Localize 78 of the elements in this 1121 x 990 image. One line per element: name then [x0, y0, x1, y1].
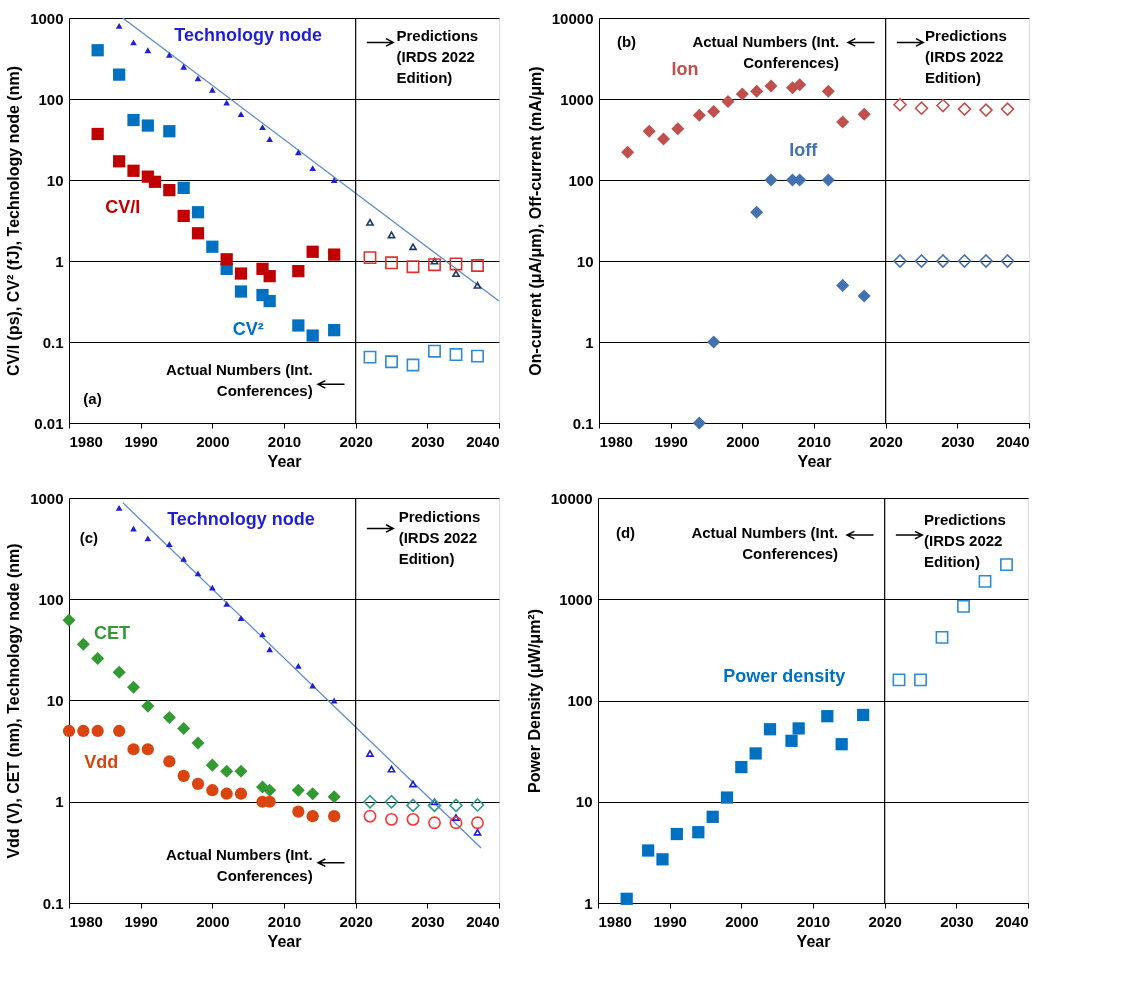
y-tick-label: 1 [55, 252, 64, 270]
y-tick-label: 0.1 [572, 414, 594, 432]
y-axis-title: Power Density (μW/μm²) [525, 608, 543, 794]
series-label: Ion [671, 58, 699, 79]
annotation: Predictions (IRDS 2022 Edition) [925, 26, 1007, 86]
series-label: Vdd [84, 752, 119, 773]
x-tick-label: 2030 [940, 912, 974, 930]
y-axis-title: Vdd (V), CET (nm), Technology node (nm) [5, 543, 23, 859]
series-label: Technology node [167, 509, 315, 530]
annotation: Actual Numbers (Int. Conferences) [165, 845, 313, 884]
x-tick-label: 2020 [868, 912, 902, 930]
x-tick-label: 1990 [124, 912, 158, 930]
y-tick-label: 1 [55, 793, 64, 811]
y-tick-label: 10 [46, 692, 64, 709]
x-tick-label: 2010 [796, 912, 831, 930]
y-tick-label: 1000 [30, 9, 64, 27]
y-tick-label: 100 [568, 171, 594, 189]
y-tick-label: 0.1 [42, 333, 64, 351]
annotation: (b) [616, 33, 637, 51]
x-tick-label: 2020 [339, 912, 373, 930]
x-tick-label: 1980 [69, 912, 103, 930]
y-tick-label: 100 [567, 692, 593, 709]
x-tick-label: 1980 [69, 432, 103, 450]
x-tick-label: 2010 [797, 432, 832, 450]
x-tick-label: 1990 [654, 432, 688, 450]
annotation: Actual Numbers (Int. Conferences) [691, 524, 839, 563]
x-tick-label: 2000 [196, 432, 230, 450]
x-axis-title: Year [267, 932, 302, 950]
x-tick-label: 2030 [411, 912, 445, 930]
x-tick-label: 2010 [267, 912, 302, 930]
x-tick-label: 2040 [466, 912, 500, 930]
x-tick-label: 2000 [196, 912, 230, 930]
y-tick-label: 1000 [559, 590, 593, 608]
x-axis-title: Year [267, 452, 302, 470]
series-label: Ioff [789, 139, 819, 160]
y-axis-title: CV/I (ps), CV² (fJ), Technology node (nm) [5, 66, 23, 376]
y-tick-label: 1000 [560, 90, 594, 108]
x-tick-label: 1980 [598, 912, 632, 930]
x-tick-label: 1990 [653, 912, 687, 930]
annotation: Predictions (IRDS 2022 Edition) [396, 26, 479, 86]
x-tick-label: 2030 [411, 432, 445, 450]
annotation: (c) [79, 529, 99, 547]
y-tick-label: 10000 [550, 489, 593, 507]
series-label: Power density [723, 666, 846, 687]
x-tick-label: 2010 [267, 432, 302, 450]
series-label: CV/I [105, 197, 141, 218]
y-tick-label: 10 [46, 171, 64, 189]
annotation: (a) [83, 389, 102, 407]
x-tick-label: 2030 [941, 432, 975, 450]
y-tick-label: 10 [575, 793, 593, 811]
x-tick-label: 1990 [124, 432, 158, 450]
y-tick-label: 1 [585, 333, 594, 351]
x-tick-label: 2000 [726, 432, 760, 450]
series-label: CET [94, 623, 130, 644]
y-tick-label: 1000 [30, 489, 64, 507]
annotation: Predictions (IRDS 2022 Edition) [398, 507, 481, 567]
x-axis-title: Year [797, 452, 832, 470]
y-tick-label: 0.01 [34, 414, 64, 432]
annotation: Actual Numbers (Int. Conferences) [165, 361, 313, 400]
x-tick-label: 2040 [995, 912, 1029, 930]
x-tick-label: 2040 [466, 432, 500, 450]
x-tick-label: 2000 [725, 912, 759, 930]
y-tick-label: 10000 [551, 9, 594, 27]
x-axis-title: Year [796, 932, 831, 950]
y-tick-label: 1 [584, 894, 593, 912]
x-tick-label: 2020 [339, 432, 373, 450]
x-tick-label: 2040 [996, 432, 1030, 450]
annotation: Predictions (IRDS 2022 Edition) [924, 511, 1006, 571]
y-axis-title: On-current (μA/μm), Off-current (mA/μm) [526, 66, 544, 376]
y-tick-label: 100 [38, 590, 64, 608]
series-label: CV² [232, 319, 264, 340]
y-tick-label: 100 [38, 90, 64, 108]
series-label: Technology node [174, 24, 322, 45]
x-tick-label: 2020 [869, 432, 903, 450]
annotation: (d) [615, 524, 636, 542]
y-tick-label: 0.1 [42, 894, 64, 912]
y-tick-label: 10 [576, 252, 594, 270]
x-tick-label: 1980 [599, 432, 633, 450]
